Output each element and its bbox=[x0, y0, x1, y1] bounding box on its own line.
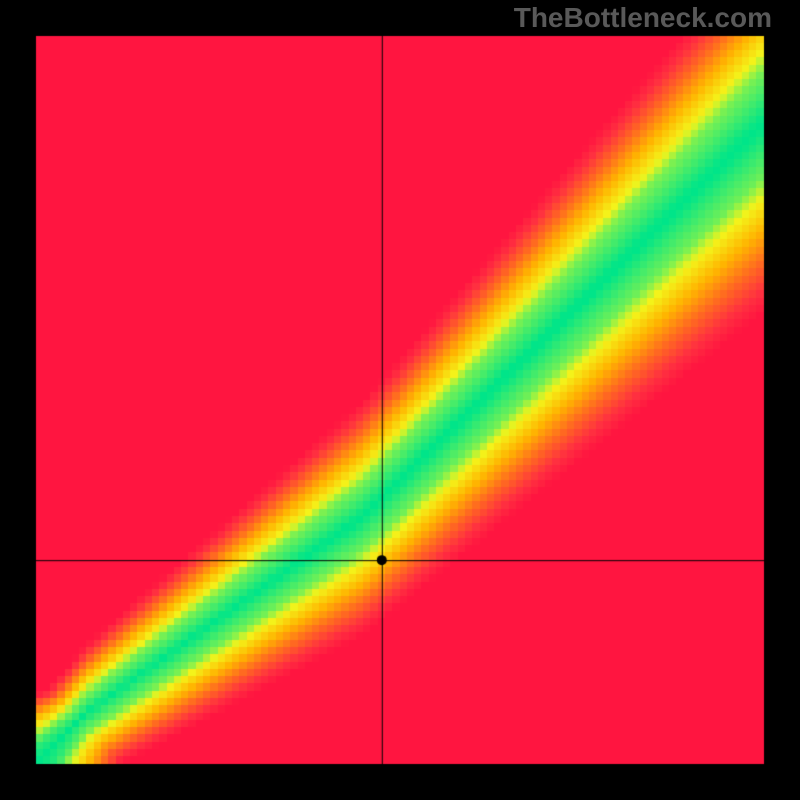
watermark-text: TheBottleneck.com bbox=[514, 2, 772, 34]
chart-container: { "watermark": { "text": "TheBottleneck.… bbox=[0, 0, 800, 800]
bottleneck-heatmap bbox=[0, 0, 800, 800]
